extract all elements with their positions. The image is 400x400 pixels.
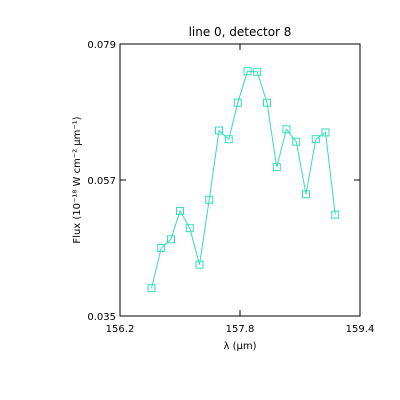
plot-frame-group xyxy=(119,43,361,317)
data-point-marker xyxy=(243,67,252,76)
y-axis-label: Flux (10⁻¹⁸ W cm⁻² μm⁻¹) xyxy=(72,116,83,243)
data-point-marker xyxy=(233,98,242,107)
y-tick-label: 0.035 xyxy=(87,312,116,323)
data-point-marker xyxy=(282,125,291,134)
x-axis-label: λ (μm) xyxy=(223,341,256,352)
data-point-marker xyxy=(185,224,194,233)
data-point-marker xyxy=(263,98,271,107)
data-point-marker xyxy=(215,126,223,135)
data-point-marker xyxy=(253,67,262,76)
data-point-marker xyxy=(311,135,320,144)
data-point-marker xyxy=(195,260,204,269)
data-point-marker xyxy=(147,284,156,293)
data-point-marker xyxy=(167,235,175,244)
data-point-marker xyxy=(272,163,281,172)
y-tick-label: 0.057 xyxy=(87,176,116,187)
data-point-marker xyxy=(331,210,340,219)
x-tick-label: 159.4 xyxy=(346,324,375,335)
data-point-marker xyxy=(157,244,166,252)
data-point-marker xyxy=(292,137,301,146)
axis-ticks-group: 156.2 157.8 159.4 0.035 0.057 0.079 xyxy=(87,40,374,335)
series-group xyxy=(147,67,340,293)
data-point-marker xyxy=(224,135,233,144)
data-point-marker xyxy=(205,195,214,204)
x-tick-label: 156.2 xyxy=(106,324,135,335)
x-tick-label: 157.8 xyxy=(226,324,255,335)
data-point-marker xyxy=(321,128,330,137)
data-point-marker xyxy=(302,190,310,199)
plot-frame xyxy=(119,43,361,317)
y-tick-label: 0.079 xyxy=(87,40,116,51)
data-point-marker xyxy=(176,206,184,215)
chart-title: line 0, detector 8 xyxy=(189,25,292,39)
series-line xyxy=(151,70,336,289)
